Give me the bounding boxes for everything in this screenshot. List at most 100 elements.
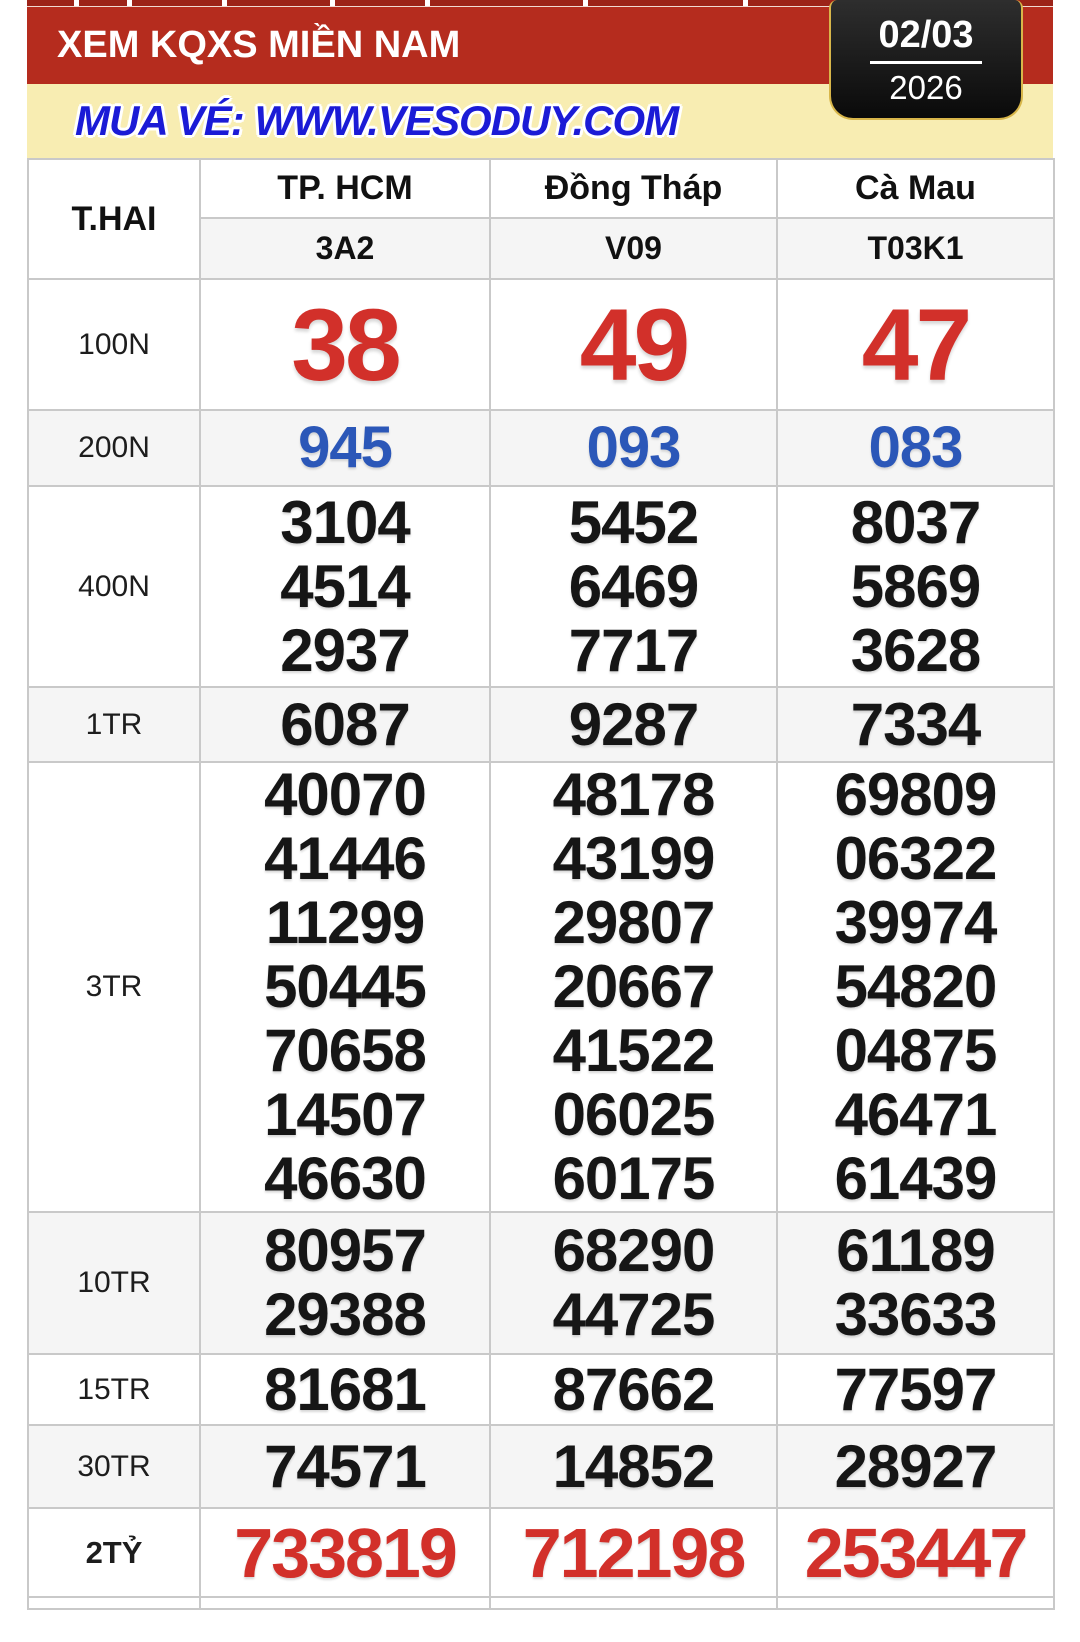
prize-number: 6087 (280, 690, 410, 758)
prize-number: 68290 (552, 1217, 716, 1284)
prize-number: 712198 (522, 1513, 747, 1592)
prize-number: 43199 (552, 825, 716, 892)
prize-number: 7717 (568, 616, 699, 684)
page-title: XEM KQXS MIỀN NAM (57, 24, 461, 66)
ticket-code: V09 (489, 217, 778, 280)
prize-label: 200N (78, 431, 150, 464)
prize-number: 9287 (568, 690, 699, 758)
prize-number: 50445 (264, 953, 427, 1020)
prize-cell: 81681 (199, 1353, 491, 1426)
prize-number: 80957 (264, 1217, 427, 1284)
prize-cell: 77597 (776, 1353, 1055, 1426)
prize-number: 06322 (834, 825, 998, 892)
ticket-code-row: 3A2 V09 T03K1 (28, 217, 1055, 280)
cutoff-cell (489, 1596, 778, 1610)
prize-number: 39974 (834, 889, 998, 956)
prize-number: 44725 (552, 1281, 716, 1348)
page: XEM KQXS MIỀN NAM MUA VÉ: WWW.VESODUY.CO… (27, 0, 1055, 1610)
prize-number: 70658 (264, 1017, 427, 1084)
prize-cell: 28927 (776, 1424, 1055, 1509)
prize-number: 733819 (234, 1513, 458, 1592)
prize-cell: 9287 (489, 686, 778, 763)
prize-number: 28927 (834, 1432, 998, 1500)
prize-number: 253447 (804, 1513, 1029, 1592)
prize-number: 8037 (850, 488, 981, 556)
cutoff-cell (27, 1596, 201, 1610)
prize-cell: 68290 44725 (489, 1211, 778, 1355)
prize-number: 29807 (552, 889, 716, 956)
prize-number: 945 (298, 415, 393, 480)
prize-number: 06025 (552, 1081, 716, 1148)
prize-cell: 87662 (489, 1353, 778, 1426)
prize-cell: 3104 4514 2937 (199, 485, 491, 688)
prize-number: 5869 (850, 552, 981, 620)
prize-number: 33633 (834, 1281, 998, 1348)
prize-number: 46630 (264, 1145, 427, 1212)
prize-label: 1TR (85, 707, 143, 741)
date-year: 2026 (889, 68, 963, 106)
top-tab-segment[interactable] (430, 0, 583, 6)
top-tab-segment[interactable] (132, 0, 222, 6)
prize-number: 5452 (568, 488, 699, 556)
promo-text: MUA VÉ: WWW.VESODUY.COM (75, 97, 679, 144)
prize-number: 4514 (280, 552, 410, 620)
prize-number: 40070 (264, 761, 427, 828)
prize-number: 77597 (834, 1355, 998, 1423)
top-tab-segment[interactable] (227, 0, 330, 6)
prize-number: 38 (291, 287, 401, 402)
prize-cell: 253447 (776, 1507, 1055, 1598)
prize-cell: 14852 (489, 1424, 778, 1509)
prize-label: 100N (78, 327, 150, 361)
prize-number: 3104 (280, 488, 410, 556)
prize-number: 48178 (552, 761, 716, 828)
prize-cell: 712198 (489, 1507, 778, 1598)
prize-cell: 5452 6469 7717 (489, 485, 778, 688)
prize-number: 46471 (834, 1081, 998, 1148)
prize-cell: 69809 06322 39974 54820 04875 46471 6143… (776, 761, 1055, 1213)
ticket-code: T03K1 (776, 217, 1055, 280)
prize-label: 15TR (77, 1372, 151, 1406)
prize-number: 47 (861, 287, 972, 402)
prize-cell: 733819 (199, 1507, 491, 1598)
top-tab-segment[interactable] (27, 0, 74, 6)
top-tab-segment[interactable] (335, 0, 425, 6)
prize-cell: 47 (776, 278, 1055, 411)
prize-number: 81681 (264, 1355, 427, 1423)
prize-number: 49 (579, 287, 690, 402)
province-header: Đồng Tháp (489, 158, 778, 219)
prize-cell: 38 (199, 278, 491, 411)
prize-number: 41522 (552, 1017, 716, 1084)
prize-label: 30TR (77, 1449, 151, 1483)
top-tab-segment[interactable] (588, 0, 743, 6)
prize-number: 61439 (834, 1145, 998, 1212)
prize-number: 04875 (834, 1017, 998, 1084)
province-header: TP. HCM (199, 158, 491, 219)
prize-cell: 80957 29388 (199, 1211, 491, 1355)
top-tab-segment[interactable] (79, 0, 127, 6)
prize-row-200n: 200N 945 093 083 (27, 409, 1055, 487)
prize-cell: 48178 43199 29807 20667 41522 06025 6017… (489, 761, 778, 1213)
prize-row-10tr: 10TR 80957 29388 68290 44725 61189 33633 (27, 1211, 1055, 1355)
prize-number: 41446 (264, 825, 427, 892)
prize-number: 60175 (552, 1145, 716, 1212)
prize-number: 20667 (552, 953, 716, 1020)
cutoff-cell (199, 1596, 491, 1610)
prize-row-100n: 100N 38 49 47 (27, 278, 1055, 411)
prize-number: 3628 (850, 616, 981, 684)
cutoff-cell (776, 1596, 1055, 1610)
prize-number: 083 (868, 415, 964, 480)
prize-number: 29388 (264, 1281, 427, 1348)
prize-number: 61189 (836, 1217, 996, 1284)
date-picker-box[interactable]: 02/03 2026 (829, 0, 1023, 120)
prize-row-2ty: 2TỶ 733819 712198 253447 (27, 1507, 1055, 1598)
prize-number: 14852 (552, 1432, 716, 1500)
prize-row-400n: 400N 3104 4514 2937 5452 6469 7717 8037 … (27, 485, 1055, 688)
prize-cell: 083 (776, 409, 1055, 487)
day-label: T.HAI (27, 158, 201, 280)
prize-cell: 6087 (199, 686, 491, 763)
prize-label: 400N (78, 569, 150, 603)
province-header-row: T.HAI TP. HCM Đồng Tháp Cà Mau (27, 158, 1055, 280)
prize-number: 7334 (850, 690, 981, 758)
date-day-month: 02/03 (878, 13, 974, 56)
prize-cell: 74571 (199, 1424, 491, 1509)
